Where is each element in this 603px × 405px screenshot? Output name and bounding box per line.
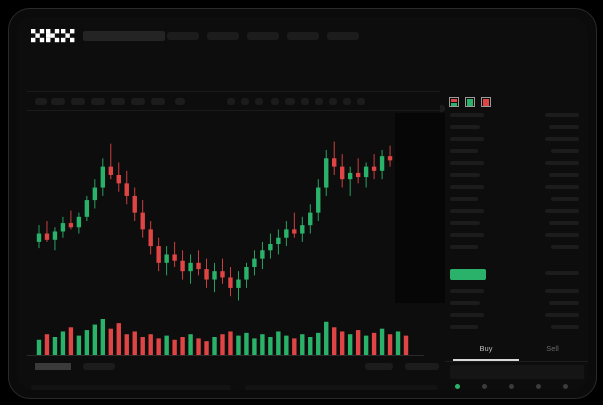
orderbook-ask-amount [549, 125, 579, 129]
pagination-dot-1[interactable] [455, 384, 460, 389]
tab-order-history[interactable] [83, 363, 115, 370]
order-price-field[interactable] [450, 365, 584, 379]
order-book-panel: Buy Sell [445, 91, 588, 390]
orderbook-ask-amount [551, 197, 579, 201]
pagination-dots [445, 381, 588, 390]
tab-active-indicator [453, 359, 519, 361]
interval-5-button[interactable] [111, 98, 125, 105]
nav-item-1[interactable] [167, 32, 199, 40]
tab-open-orders[interactable] [35, 363, 71, 370]
pagination-dot-4[interactable] [536, 384, 541, 389]
orderbook-ask-amount [545, 209, 579, 213]
draw-line-icon[interactable] [285, 98, 295, 105]
orderbook-ask-row[interactable] [450, 125, 480, 129]
orderbook-ask-row[interactable] [450, 173, 480, 177]
orderbook-last-price-amount [545, 271, 579, 275]
interval-2-button[interactable] [51, 98, 65, 105]
orderbook-ask-amount [549, 173, 579, 177]
interval-3-button[interactable] [71, 98, 85, 105]
volume-histogram [27, 319, 424, 356]
interval-4-button[interactable] [91, 98, 105, 105]
orderbook-ask-amount [551, 149, 579, 153]
orderbook-last-price-highlight [450, 269, 486, 280]
orderbook-ask-row[interactable] [450, 149, 478, 153]
orderbook-ask-row[interactable] [450, 113, 484, 117]
orderbook-bid-amount [549, 301, 579, 305]
interval-6-button[interactable] [131, 98, 145, 105]
orderbook-bid-row[interactable] [450, 301, 480, 305]
orderbook-ask-amount [551, 245, 579, 249]
orderbook-ask-row[interactable] [450, 137, 484, 141]
bottom-tabs [27, 363, 440, 375]
market-header-bar: Spot Trading ▾ ▾ [17, 53, 588, 119]
nav-item-4[interactable] [287, 32, 319, 40]
settings-icon[interactable] [329, 98, 337, 105]
orderbook-bid-row[interactable] [450, 289, 484, 293]
indicator-icon[interactable] [271, 98, 279, 105]
interval-1-button[interactable] [35, 98, 47, 105]
chart-toolbar [27, 91, 440, 111]
nav-item-3[interactable] [247, 32, 279, 40]
interval-7-button[interactable] [151, 98, 165, 105]
orderbook-bid-amount [545, 313, 579, 317]
app-screen: Spot Trading ▾ ▾ [17, 17, 588, 390]
top-navigation-bar [17, 17, 588, 53]
bottom-action-1[interactable] [365, 363, 393, 370]
orderbook-ask-row[interactable] [450, 221, 480, 225]
orderbook-bid-amount [551, 325, 579, 329]
nav-search[interactable] [83, 31, 165, 41]
buy-sell-tabs [445, 341, 588, 362]
chart-panel [27, 91, 440, 361]
orderbook-bid-row[interactable] [450, 325, 478, 329]
orderbook-ask-amount [545, 137, 579, 141]
orderbook-ask-row[interactable] [450, 233, 484, 237]
pagination-dot-5[interactable] [563, 384, 568, 389]
candle-type-icon[interactable] [227, 98, 235, 105]
orderbook-ask-row[interactable] [450, 161, 484, 165]
tablet-body: Spot Trading ▾ ▾ [8, 8, 597, 399]
okx-logo-icon[interactable] [31, 29, 75, 43]
candlestick-chart[interactable] [27, 111, 440, 321]
orderbook-view-toggles[interactable] [449, 95, 519, 107]
interval-8-button[interactable] [175, 98, 185, 105]
magnet-icon[interactable] [315, 98, 323, 105]
orderbook-ask-amount [545, 185, 579, 189]
tab-buy[interactable]: Buy [479, 344, 493, 353]
bottom-card-1[interactable] [31, 385, 231, 390]
pagination-dot-3[interactable] [509, 384, 514, 389]
bottom-action-2[interactable] [405, 363, 439, 370]
orderbook-bid-amount [545, 289, 579, 293]
tab-sell[interactable]: Sell [546, 344, 559, 353]
orderbook-ask-amount [545, 233, 579, 237]
orderbook-ask-amount [545, 113, 579, 117]
bottom-card-2[interactable] [245, 385, 437, 390]
orderbook-ask-row[interactable] [450, 185, 484, 189]
fullscreen-icon[interactable] [357, 98, 365, 105]
pagination-dot-2[interactable] [482, 384, 487, 389]
trend-icon[interactable] [301, 98, 309, 105]
orderbook-bid-row[interactable] [450, 313, 484, 317]
line-type-icon[interactable] [241, 98, 249, 105]
camera-icon[interactable] [343, 98, 351, 105]
nav-item-2[interactable] [207, 32, 239, 40]
orderbook-ask-row[interactable] [450, 197, 478, 201]
nav-item-5[interactable] [327, 32, 359, 40]
bar-type-icon[interactable] [255, 98, 263, 105]
panel-shadow-overlay [395, 113, 445, 303]
orderbook-ask-row[interactable] [450, 245, 478, 249]
orderbook-ask-amount [549, 221, 579, 225]
orderbook-ask-amount [545, 161, 579, 165]
orderbook-ask-row[interactable] [450, 209, 484, 213]
